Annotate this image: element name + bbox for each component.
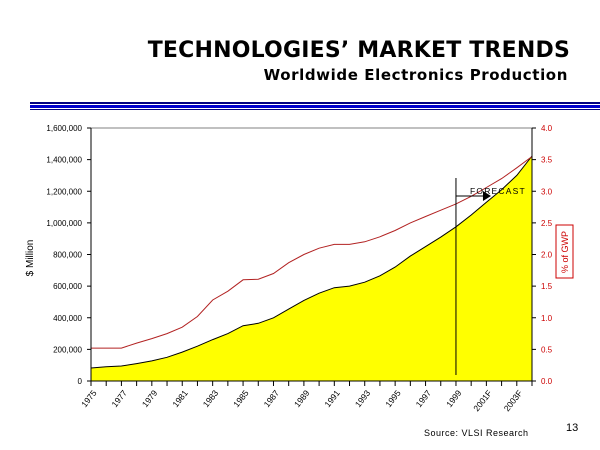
y-tick-label: 800,000 <box>53 251 82 260</box>
x-tick-label: 1997 <box>414 388 434 409</box>
x-tick-label: 1991 <box>322 388 342 409</box>
title-rule-bottom <box>30 109 600 110</box>
forecast-label: FORECAST <box>470 186 526 196</box>
y-tick-label: 1,000,000 <box>46 219 82 228</box>
y2-tick-label: 3.0 <box>541 187 553 196</box>
y-tick-label: 1,600,000 <box>46 124 82 133</box>
x-tick-label: 1999 <box>444 388 464 409</box>
x-tick-label: 1989 <box>292 388 312 409</box>
x-tick-label: 1993 <box>353 388 373 409</box>
y-tick-label: 1,400,000 <box>46 156 82 165</box>
slide-subtitle: Worldwide Electronics Production <box>263 66 568 84</box>
x-tick-label: 1987 <box>262 388 282 409</box>
y-tick-label: 200,000 <box>53 345 82 354</box>
y-tick-label: 1,200,000 <box>46 187 82 196</box>
y2-axis-label: % of GWP <box>560 231 570 273</box>
gwp-line <box>91 156 533 349</box>
slide-title: TECHNOLOGIES’ MARKET TRENDS <box>147 38 570 63</box>
y2-tick-label: 4.0 <box>541 124 553 133</box>
source-note: Source: VLSI Research <box>424 428 529 438</box>
x-tick-label: 1981 <box>170 388 190 409</box>
y-tick-label: 600,000 <box>53 282 82 291</box>
plot-area <box>90 155 533 381</box>
x-tick-label: 2001F <box>471 388 494 413</box>
y2-axis-label-box: % of GWP <box>555 224 574 279</box>
forecast-arrow-head <box>482 191 491 201</box>
y-axis-label: $ Million <box>25 240 36 277</box>
x-tick-label: 1977 <box>109 388 129 409</box>
title-rule-middle <box>30 105 600 108</box>
y2-tick-label: 1.5 <box>541 282 553 291</box>
x-tick-label: 1995 <box>383 388 403 409</box>
title-rule-top <box>30 102 600 104</box>
y-tick-label: 400,000 <box>53 314 82 323</box>
x-tick-label: 1983 <box>201 388 221 409</box>
y2-tick-label: 0.0 <box>541 377 553 386</box>
page-number: 13 <box>566 422 579 434</box>
production-line <box>90 155 533 369</box>
x-tick-label: 1979 <box>140 388 160 409</box>
y2-tick-label: 2.5 <box>541 219 553 228</box>
y2-tick-label: 1.0 <box>541 314 553 323</box>
y2-tick-label: 3.5 <box>541 156 553 165</box>
x-tick-label: 2003F <box>502 388 525 413</box>
y2-tick-label: 2.0 <box>541 251 553 260</box>
x-tick-label: 1975 <box>79 388 99 409</box>
y-tick-label: 0 <box>78 377 83 386</box>
y2-tick-label: 0.5 <box>541 345 553 354</box>
production-area <box>91 156 532 381</box>
x-tick-label: 1985 <box>231 388 251 409</box>
